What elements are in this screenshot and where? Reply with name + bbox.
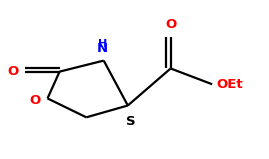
Text: O: O xyxy=(165,18,176,31)
Text: OEt: OEt xyxy=(216,78,243,91)
Text: N: N xyxy=(97,42,108,55)
Text: H: H xyxy=(98,39,107,49)
Text: O: O xyxy=(30,94,41,107)
Text: S: S xyxy=(126,115,135,128)
Text: O: O xyxy=(7,65,18,78)
